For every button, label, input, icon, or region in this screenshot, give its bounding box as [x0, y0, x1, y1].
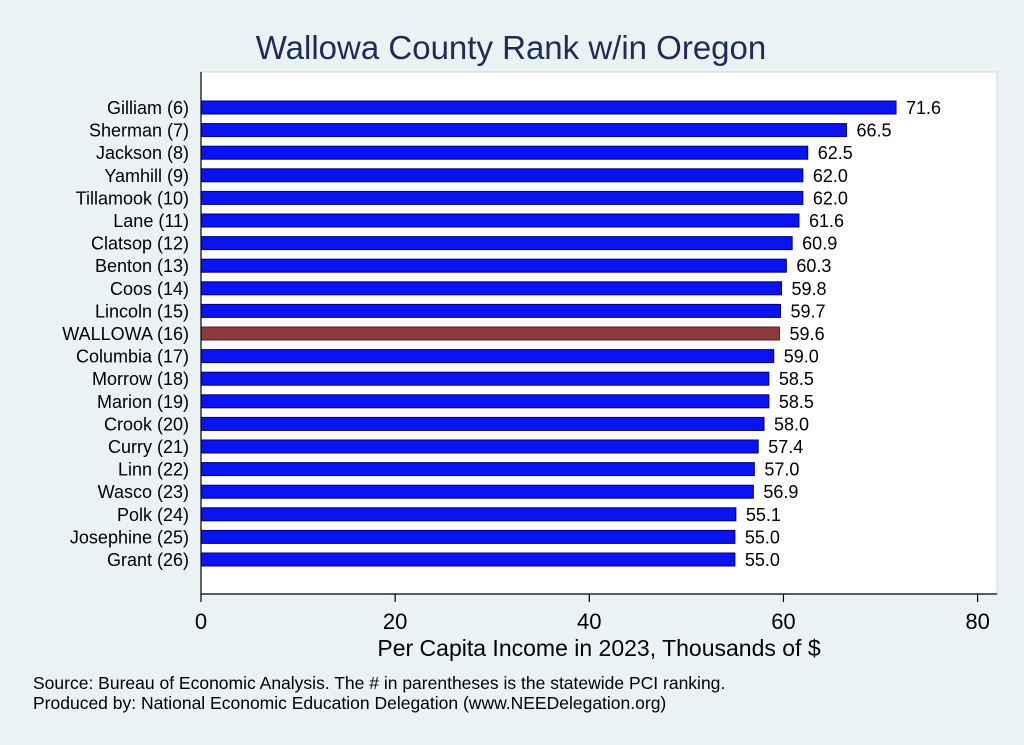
category-label: Sherman (7) — [89, 121, 189, 141]
x-tick-label: 40 — [577, 609, 601, 634]
bar — [200, 281, 782, 296]
value-label: 55.1 — [746, 505, 781, 525]
category-label: Clatsop (12) — [91, 234, 189, 254]
value-label: 59.8 — [791, 279, 826, 299]
value-label: 57.0 — [764, 460, 799, 480]
bar — [200, 507, 737, 522]
value-label: 60.9 — [802, 234, 837, 254]
category-label: Tillamook (10) — [76, 188, 189, 208]
bar — [200, 552, 736, 567]
category-label: Polk (24) — [117, 505, 189, 525]
produced-by-note: Produced by: National Economic Education… — [33, 693, 667, 713]
value-label: 66.5 — [857, 121, 892, 141]
value-label: 58.0 — [774, 414, 809, 434]
bar — [200, 190, 804, 205]
x-tick-label: 60 — [771, 609, 795, 634]
category-label: Wasco (23) — [98, 482, 189, 502]
bar — [200, 123, 848, 138]
category-label: Josephine (25) — [70, 527, 189, 547]
x-tick-label: 20 — [383, 609, 407, 634]
chart-title: Wallowa County Rank w/in Oregon — [256, 29, 767, 66]
category-label: Curry (21) — [108, 437, 189, 457]
source-note: Source: Bureau of Economic Analysis. The… — [33, 673, 726, 693]
bar — [200, 236, 793, 251]
bar — [200, 439, 759, 454]
axes-group: 0 20 40 60 80 — [195, 72, 997, 634]
bar — [200, 100, 897, 115]
value-label: 61.6 — [809, 211, 844, 231]
bar — [200, 168, 804, 183]
bar — [200, 349, 775, 364]
bar — [200, 484, 754, 499]
bar — [200, 258, 787, 273]
bar — [200, 416, 765, 431]
bar — [200, 529, 736, 544]
value-label: 59.0 — [784, 347, 819, 367]
category-label: Linn (22) — [118, 460, 189, 480]
x-axis-title: Per Capita Income in 2023, Thousands of … — [377, 635, 820, 661]
category-label: WALLOWA (16) — [62, 324, 189, 344]
value-label: 71.6 — [906, 98, 941, 118]
bar — [200, 371, 770, 386]
value-label: 62.5 — [818, 143, 853, 163]
value-label: 57.4 — [768, 437, 803, 457]
bars-group: Gilliam (6) 71.6 Sherman (7) 66.5 Jackson (8… — [62, 98, 941, 570]
bar — [200, 145, 809, 160]
value-label: 56.9 — [763, 482, 798, 502]
category-label: Crook (20) — [104, 414, 189, 434]
value-label: 62.0 — [813, 188, 848, 208]
value-label: 60.3 — [796, 256, 831, 276]
value-label: 55.0 — [745, 527, 780, 547]
category-label: Lincoln (15) — [95, 301, 189, 321]
category-label: Coos (14) — [110, 279, 189, 299]
category-label: Benton (13) — [95, 256, 189, 276]
category-label: Grant (26) — [107, 550, 189, 570]
category-label: Yamhill (9) — [104, 166, 189, 186]
x-tick-label: 80 — [965, 609, 989, 634]
value-label: 62.0 — [813, 166, 848, 186]
bar — [200, 394, 770, 409]
category-label: Marion (19) — [97, 392, 189, 412]
bar — [200, 213, 800, 228]
value-label: 59.7 — [791, 301, 826, 321]
x-tick-label: 0 — [195, 609, 207, 634]
bar-highlight — [200, 326, 781, 341]
category-label: Gilliam (6) — [107, 98, 189, 118]
value-label: 55.0 — [745, 550, 780, 570]
category-label: Lane (11) — [113, 211, 189, 231]
category-label: Jackson (8) — [96, 143, 189, 163]
bar — [200, 462, 755, 477]
category-label: Columbia (17) — [76, 347, 189, 367]
category-label: Morrow (18) — [92, 369, 189, 389]
value-label: 58.5 — [779, 369, 814, 389]
value-label: 59.6 — [790, 324, 825, 344]
value-label: 58.5 — [779, 392, 814, 412]
bar — [200, 303, 782, 318]
